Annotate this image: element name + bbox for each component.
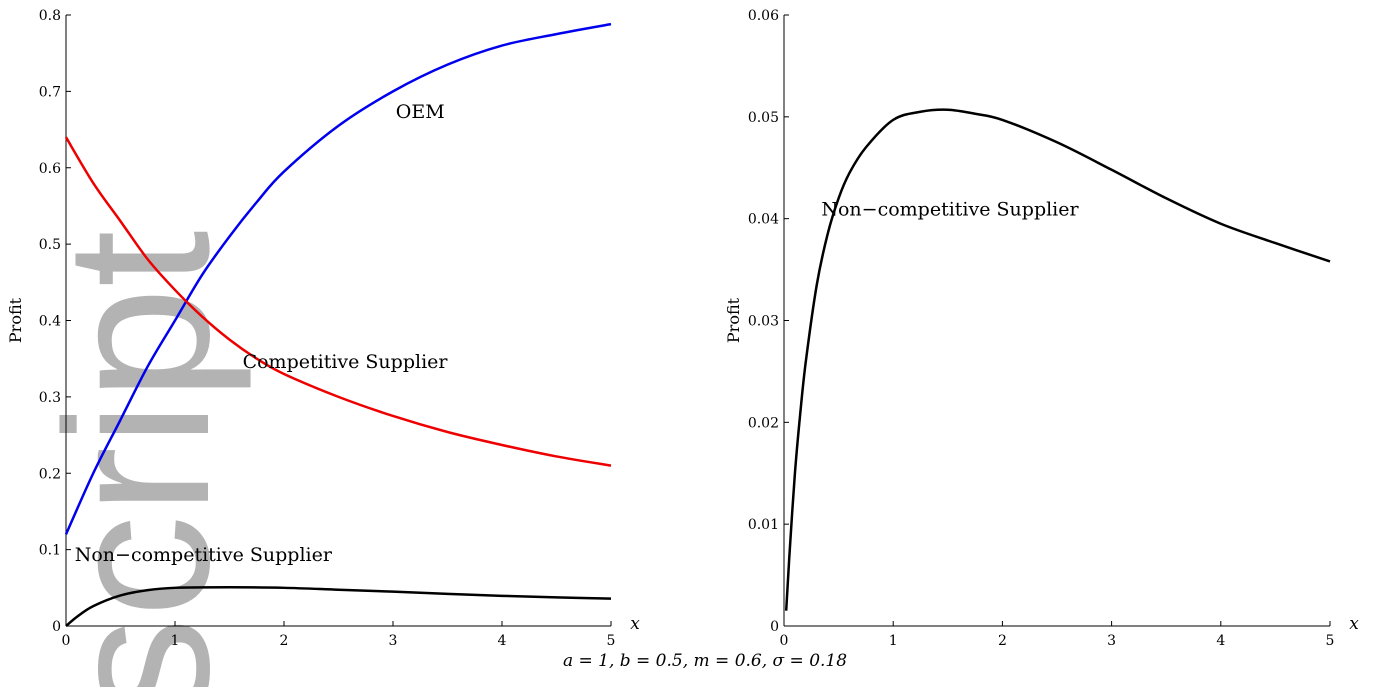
left-x-tick-label: 5 xyxy=(607,633,616,649)
left-y-tick-label: 0.7 xyxy=(39,84,61,100)
right-y-tick-label: 0.01 xyxy=(748,517,779,533)
right-series-non-competitive-supplier xyxy=(784,108,1331,611)
left-y-tick-label: 0.3 xyxy=(39,390,61,406)
right-y-tick-label: 0.02 xyxy=(748,415,779,431)
right-y-tick-label: 0.04 xyxy=(748,212,779,228)
left-series-competitive-supplier xyxy=(64,136,612,467)
left-y-tick-label: 0.8 xyxy=(39,8,61,24)
right-x-tick-label: 5 xyxy=(1326,633,1335,649)
left-series-oem xyxy=(64,22,612,535)
left-y-tick-label: 0.5 xyxy=(39,237,61,253)
left-y-tick-label: 0.1 xyxy=(39,543,61,559)
left-x-tick-label: 1 xyxy=(171,633,180,649)
right-curve-label: Non−competitive Supplier xyxy=(821,199,1079,221)
left-x-axis-label: x xyxy=(630,614,640,634)
left-x-tick-label: 0 xyxy=(62,633,71,649)
right-x-tick-label: 1 xyxy=(889,633,898,649)
right-x-tick-label: 2 xyxy=(998,633,1007,649)
right-y-tick-label: 0.03 xyxy=(748,314,779,330)
left-y-tick-label: 0.4 xyxy=(39,314,61,330)
right-x-tick-label: 4 xyxy=(1216,633,1225,649)
left-x-tick-label: 3 xyxy=(389,633,398,649)
right-x-axis-label: x xyxy=(1349,614,1359,634)
right-y-axis-label: Profit xyxy=(724,297,743,343)
left-curve-label: OEM xyxy=(396,101,445,123)
left-x-tick-label: 4 xyxy=(498,633,507,649)
right-x-tick-label: 0 xyxy=(780,633,789,649)
left-y-tick-label: 0.2 xyxy=(39,466,61,482)
left-y-tick-label: 0.6 xyxy=(39,161,61,177)
parameter-footnote: a = 1, b = 0.5, m = 0.6, σ = 0.18 xyxy=(562,651,848,671)
left-y-axis-label: Profit xyxy=(6,297,25,343)
right-y-tick-label: 0.06 xyxy=(748,8,779,24)
right-y-tick-label: 0.05 xyxy=(748,110,779,126)
left-series-non-competitive-supplier xyxy=(65,586,612,627)
right-x-tick-label: 3 xyxy=(1107,633,1116,649)
left-curve-label: Competitive Supplier xyxy=(243,351,449,373)
right-y-tick-label: 0 xyxy=(770,619,779,635)
left-y-tick-label: 0 xyxy=(52,619,61,635)
left-x-tick-label: 2 xyxy=(280,633,289,649)
left-curve-label: Non−competitive Supplier xyxy=(75,544,333,566)
